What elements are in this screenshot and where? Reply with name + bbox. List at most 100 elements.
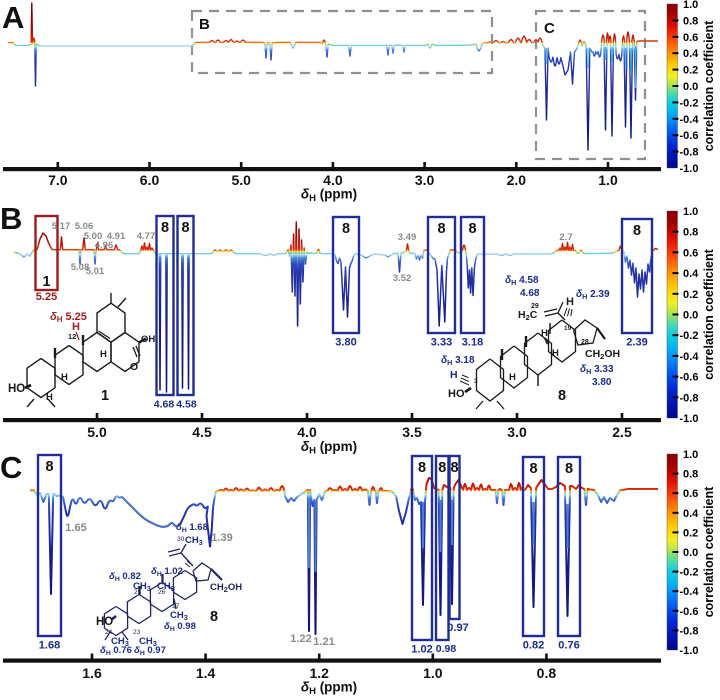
- svg-text:1.2: 1.2: [309, 665, 329, 681]
- svg-text:-0.2: -0.2: [680, 97, 699, 109]
- svg-text:2.0: 2.0: [507, 172, 527, 188]
- svg-text:CH3: CH3: [170, 610, 188, 622]
- svg-text:-0.4: -0.4: [680, 351, 700, 363]
- svg-text:0.0: 0.0: [683, 547, 698, 559]
- svg-text:8: 8: [529, 461, 537, 477]
- svg-text:-0.6: -0.6: [680, 606, 699, 618]
- svg-text:H: H: [509, 372, 516, 383]
- svg-text:3.0: 3.0: [507, 424, 527, 440]
- svg-text:8: 8: [210, 609, 218, 625]
- svg-text:HO: HO: [8, 383, 25, 395]
- svg-text:0.6: 0.6: [683, 32, 698, 44]
- svg-text:30: 30: [177, 536, 185, 543]
- svg-text:-1.0: -1.0: [680, 163, 699, 175]
- svg-text:1.22: 1.22: [290, 633, 311, 645]
- svg-text:3.0: 3.0: [415, 172, 435, 188]
- svg-text:CH3: CH3: [185, 535, 203, 547]
- svg-text:8: 8: [181, 220, 189, 236]
- svg-text:8: 8: [437, 221, 445, 237]
- svg-text:HO: HO: [96, 616, 113, 628]
- svg-text:5.0: 5.0: [87, 424, 107, 440]
- svg-text:5.25: 5.25: [36, 291, 57, 303]
- svg-text:1.02: 1.02: [411, 644, 432, 656]
- svg-text:CH3: CH3: [111, 636, 129, 648]
- svg-text:1: 1: [42, 274, 50, 290]
- svg-text:δH (ppm): δH (ppm): [301, 439, 357, 457]
- svg-text:0.4: 0.4: [683, 48, 699, 60]
- svg-text:4.0: 4.0: [323, 172, 343, 188]
- svg-text:H: H: [46, 392, 53, 403]
- svg-text:25: 25: [134, 589, 142, 596]
- svg-text:B: B: [0, 201, 22, 236]
- svg-text:3.33: 3.33: [431, 337, 452, 349]
- svg-text:29: 29: [531, 303, 539, 310]
- svg-text:0.6: 0.6: [683, 488, 698, 500]
- svg-text:1.0: 1.0: [423, 665, 443, 681]
- svg-text:28: 28: [581, 339, 589, 346]
- svg-text:0.8: 0.8: [683, 15, 698, 27]
- svg-text:23: 23: [133, 629, 141, 636]
- svg-text:-0.6: -0.6: [680, 372, 699, 384]
- svg-text:26: 26: [158, 589, 166, 596]
- svg-text:-0.4: -0.4: [680, 114, 700, 126]
- svg-text:1.0: 1.0: [683, 206, 698, 218]
- svg-text:0.97: 0.97: [447, 622, 468, 634]
- svg-text:0.8: 0.8: [683, 469, 698, 481]
- svg-text:-0.8: -0.8: [680, 147, 699, 159]
- svg-text:1.6: 1.6: [82, 665, 102, 681]
- svg-text:3.80: 3.80: [335, 337, 356, 349]
- svg-text:CH2OH: CH2OH: [585, 348, 620, 361]
- svg-text:δH 3.33: δH 3.33: [580, 364, 614, 376]
- svg-text:8: 8: [45, 459, 53, 475]
- svg-text:δH 4.58: δH 4.58: [505, 275, 539, 287]
- svg-text:5.08: 5.08: [71, 262, 90, 273]
- svg-text:correlation coefficient: correlation coefficient: [702, 20, 716, 151]
- svg-text:7.0: 7.0: [48, 172, 68, 188]
- svg-text:0.98: 0.98: [436, 643, 457, 655]
- svg-text:H: H: [450, 369, 458, 381]
- svg-text:0.8: 0.8: [683, 227, 698, 239]
- svg-text:correlation coefficient: correlation coefficient: [702, 248, 716, 379]
- svg-text:0.4: 0.4: [683, 508, 699, 520]
- svg-text:H2C: H2C: [518, 309, 538, 322]
- svg-text:δH 3.18: δH 3.18: [441, 355, 475, 367]
- svg-text:1.0: 1.0: [598, 172, 618, 188]
- svg-text:8: 8: [450, 460, 458, 476]
- svg-text:H: H: [61, 372, 68, 383]
- svg-text:0.2: 0.2: [683, 65, 698, 77]
- svg-text:4.68: 4.68: [520, 288, 540, 299]
- svg-text:CH2OH: CH2OH: [210, 582, 242, 594]
- svg-text:4.77: 4.77: [137, 231, 156, 242]
- svg-text:CH3: CH3: [139, 636, 157, 648]
- svg-text:H: H: [552, 348, 559, 359]
- svg-text:6.0: 6.0: [140, 172, 160, 188]
- svg-text:δH (ppm): δH (ppm): [301, 680, 357, 696]
- svg-text:19: 19: [564, 325, 572, 332]
- svg-text:0.8: 0.8: [537, 665, 557, 681]
- svg-text:5.00: 5.00: [84, 231, 103, 242]
- svg-text:0.0: 0.0: [683, 81, 698, 93]
- svg-text:2.5: 2.5: [612, 424, 632, 440]
- svg-text:0.76: 0.76: [558, 640, 579, 652]
- svg-text:OH: OH: [141, 334, 155, 345]
- svg-text:3.5: 3.5: [402, 424, 422, 440]
- svg-text:correlation coefficient: correlation coefficient: [702, 486, 716, 617]
- svg-text:2.7: 2.7: [559, 232, 572, 243]
- svg-text:3.49: 3.49: [398, 232, 417, 243]
- svg-text:24: 24: [105, 629, 113, 636]
- svg-text:δH 1.68: δH 1.68: [176, 522, 208, 534]
- svg-text:HO: HO: [448, 388, 465, 400]
- svg-text:1: 1: [101, 388, 109, 404]
- svg-text:δH 5.25: δH 5.25: [50, 311, 87, 324]
- svg-text:1.65: 1.65: [65, 522, 86, 534]
- svg-text:4.96: 4.96: [95, 240, 114, 251]
- svg-text:1.68: 1.68: [39, 640, 60, 652]
- svg-text:5.17: 5.17: [52, 221, 71, 232]
- svg-text:5.01: 5.01: [86, 266, 105, 277]
- svg-text:-0.2: -0.2: [680, 567, 699, 579]
- svg-text:CH3: CH3: [133, 581, 151, 593]
- svg-text:3: 3: [474, 378, 478, 385]
- svg-text:C: C: [0, 450, 22, 485]
- svg-text:1.0: 1.0: [683, 0, 698, 11]
- svg-text:8: 8: [438, 460, 446, 476]
